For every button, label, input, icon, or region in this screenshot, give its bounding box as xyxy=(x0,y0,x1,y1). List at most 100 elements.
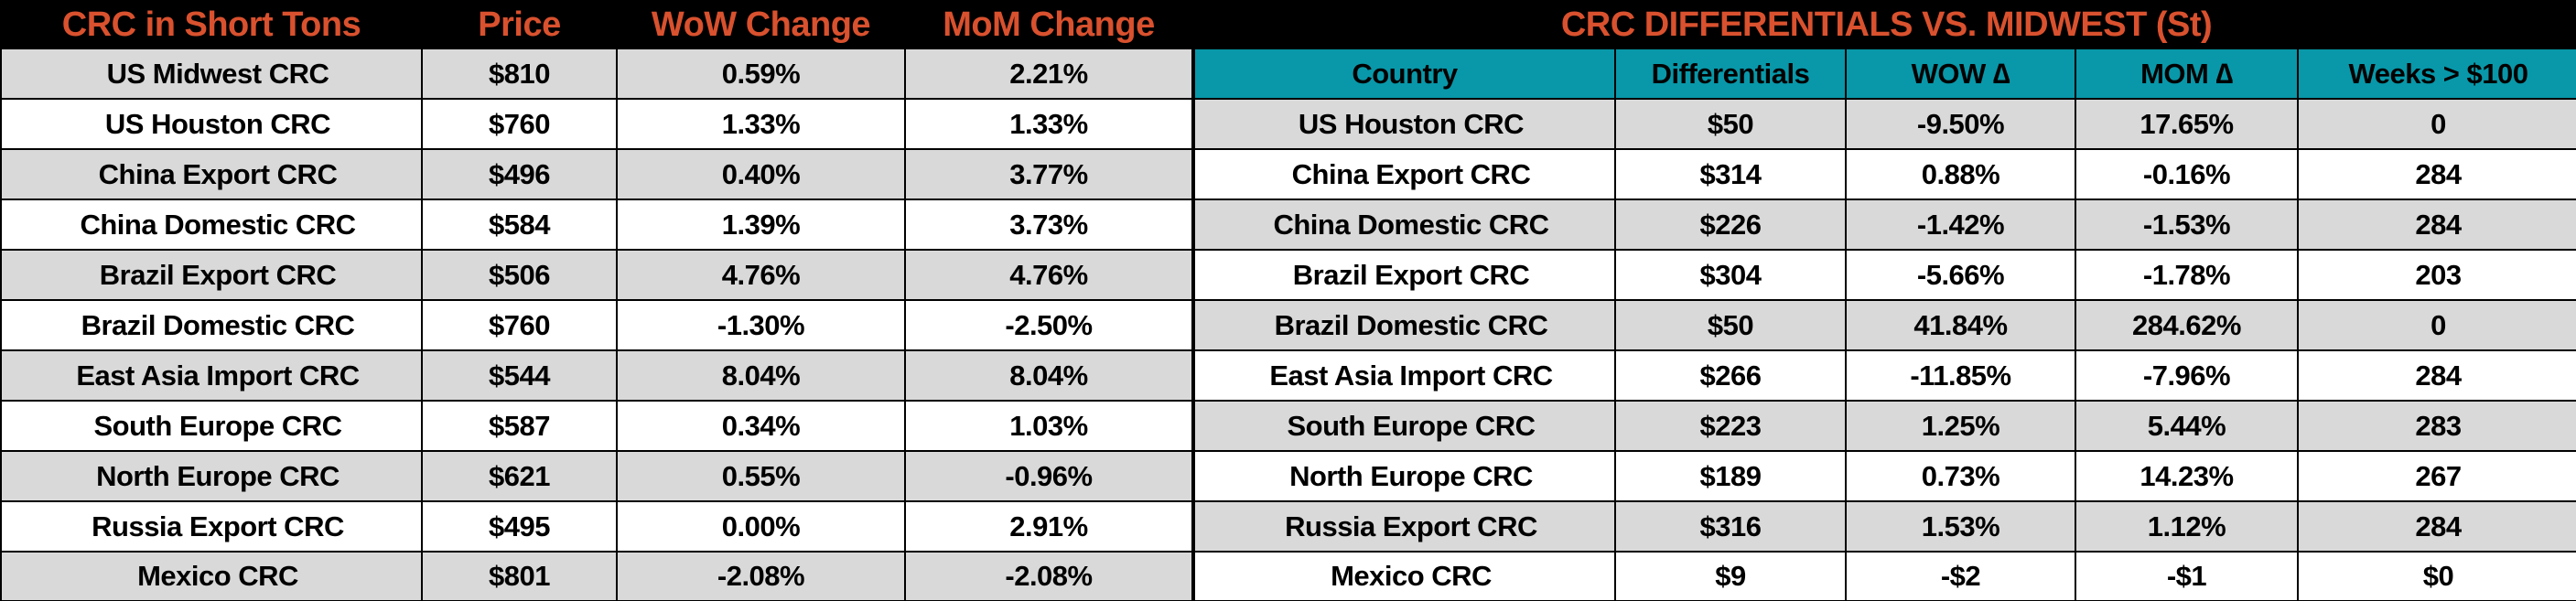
region-name-cell: East Asia Import CRC xyxy=(0,349,423,402)
mom-change-cell: 1.33% xyxy=(904,98,1193,150)
country-cell: Brazil Export CRC xyxy=(1193,249,1616,301)
column-header-mom-delta: MOM ∆ xyxy=(2075,48,2299,100)
price-cell: $495 xyxy=(421,500,618,553)
mom-change-cell: 3.77% xyxy=(904,148,1193,200)
region-name-cell: US Houston CRC xyxy=(0,98,423,150)
country-cell: East Asia Import CRC xyxy=(1193,349,1616,402)
price-cell: $810 xyxy=(421,48,618,100)
differential-cell: $226 xyxy=(1614,199,1847,251)
country-cell: Mexico CRC xyxy=(1193,551,1616,601)
table-row: China Export CRC $314 0.88% -0.16% 284 xyxy=(1193,148,2576,200)
table-row: Brazil Export CRC $506 4.76% 4.76% xyxy=(0,249,1193,301)
region-name-cell: US Midwest CRC xyxy=(0,48,423,100)
mom-change-cell: -2.08% xyxy=(904,551,1193,601)
wow-delta-cell: -11.85% xyxy=(1845,349,2076,402)
mom-delta-cell: -7.96% xyxy=(2075,349,2299,402)
weeks-cell: 0 xyxy=(2296,98,2576,150)
mom-delta-cell: 5.44% xyxy=(2075,400,2299,452)
price-cell: $496 xyxy=(421,148,618,200)
price-cell: $584 xyxy=(421,199,618,251)
mom-delta-cell: -$1 xyxy=(2075,551,2299,601)
price-cell: $621 xyxy=(421,450,618,502)
wow-change-cell: 0.40% xyxy=(616,148,906,200)
right-table-header-row: Country Differentials WOW ∆ MOM ∆ Weeks … xyxy=(1193,48,2576,100)
wow-change-cell: 0.00% xyxy=(616,500,906,553)
wow-change-cell: 0.55% xyxy=(616,450,906,502)
crc-differentials-table: CRC DIFFERENTIALS VS. MIDWEST (St) Count… xyxy=(1192,0,2576,601)
weeks-cell: 0 xyxy=(2296,299,2576,351)
mom-delta-cell: -1.53% xyxy=(2075,199,2299,251)
mom-delta-cell: -1.78% xyxy=(2075,249,2299,301)
table-row: Mexico CRC $801 -2.08% -2.08% xyxy=(0,551,1193,601)
column-header-differentials: Differentials xyxy=(1614,48,1847,100)
price-cell: $801 xyxy=(421,551,618,601)
region-name-cell: Brazil Export CRC xyxy=(0,249,423,301)
country-cell: China Export CRC xyxy=(1193,148,1616,200)
wow-change-cell: -1.30% xyxy=(616,299,906,351)
differential-cell: $316 xyxy=(1614,500,1847,553)
weeks-cell: 283 xyxy=(2296,400,2576,452)
table-row: North Europe CRC $621 0.55% -0.96% xyxy=(0,450,1193,502)
country-cell: Brazil Domestic CRC xyxy=(1193,299,1616,351)
table-row: US Houston CRC $760 1.33% 1.33% xyxy=(0,98,1193,150)
wow-delta-cell: 0.88% xyxy=(1845,148,2076,200)
weeks-cell: 203 xyxy=(2296,249,2576,301)
wow-change-cell: -2.08% xyxy=(616,551,906,601)
weeks-cell: $0 xyxy=(2296,551,2576,601)
mom-change-cell: -2.50% xyxy=(904,299,1193,351)
differential-cell: $9 xyxy=(1614,551,1847,601)
weeks-cell: 284 xyxy=(2296,349,2576,402)
mom-change-cell: 4.76% xyxy=(904,249,1193,301)
region-name-cell: Russia Export CRC xyxy=(0,500,423,553)
table-row: China Domestic CRC $226 -1.42% -1.53% 28… xyxy=(1193,199,2576,251)
wow-delta-cell: 0.73% xyxy=(1845,450,2076,502)
region-name-cell: North Europe CRC xyxy=(0,450,423,502)
differential-cell: $50 xyxy=(1614,299,1847,351)
country-cell: South Europe CRC xyxy=(1193,400,1616,452)
weeks-cell: 284 xyxy=(2296,500,2576,553)
right-table-title: CRC DIFFERENTIALS VS. MIDWEST (St) xyxy=(1192,0,2576,49)
wow-change-cell: 0.59% xyxy=(616,48,906,100)
mom-change-cell: 2.91% xyxy=(904,500,1193,553)
wow-delta-cell: -1.42% xyxy=(1845,199,2076,251)
column-header-price: Price xyxy=(421,0,618,49)
mom-change-cell: -0.96% xyxy=(904,450,1193,502)
region-name-cell: China Domestic CRC xyxy=(0,199,423,251)
price-cell: $760 xyxy=(421,299,618,351)
wow-change-cell: 1.33% xyxy=(616,98,906,150)
left-table-header-row: CRC in Short Tons Price WoW Change MoM C… xyxy=(0,0,1193,49)
table-row: China Export CRC $496 0.40% 3.77% xyxy=(0,148,1193,200)
wow-delta-cell: 1.25% xyxy=(1845,400,2076,452)
wow-delta-cell: -$2 xyxy=(1845,551,2076,601)
weeks-cell: 267 xyxy=(2296,450,2576,502)
price-cell: $760 xyxy=(421,98,618,150)
mom-delta-cell: 17.65% xyxy=(2075,98,2299,150)
column-header-weeks-over-100: Weeks > $100 xyxy=(2296,48,2576,100)
table-row: Brazil Export CRC $304 -5.66% -1.78% 203 xyxy=(1193,249,2576,301)
wow-change-cell: 0.34% xyxy=(616,400,906,452)
wow-delta-cell: -9.50% xyxy=(1845,98,2076,150)
table-row: North Europe CRC $189 0.73% 14.23% 267 xyxy=(1193,450,2576,502)
differential-cell: $50 xyxy=(1614,98,1847,150)
mom-change-cell: 2.21% xyxy=(904,48,1193,100)
mom-delta-cell: 1.12% xyxy=(2075,500,2299,553)
wow-delta-cell: 41.84% xyxy=(1845,299,2076,351)
table-row: Mexico CRC $9 -$2 -$1 $0 xyxy=(1193,551,2576,601)
column-header-wow-delta: WOW ∆ xyxy=(1845,48,2076,100)
wow-delta-cell: -5.66% xyxy=(1845,249,2076,301)
differential-cell: $223 xyxy=(1614,400,1847,452)
region-name-cell: China Export CRC xyxy=(0,148,423,200)
wow-change-cell: 1.39% xyxy=(616,199,906,251)
table-row: US Midwest CRC $810 0.59% 2.21% xyxy=(0,48,1193,100)
weeks-cell: 284 xyxy=(2296,199,2576,251)
wow-change-cell: 4.76% xyxy=(616,249,906,301)
differential-cell: $314 xyxy=(1614,148,1847,200)
mom-delta-cell: 284.62% xyxy=(2075,299,2299,351)
table-row: South Europe CRC $587 0.34% 1.03% xyxy=(0,400,1193,452)
mom-delta-cell: -0.16% xyxy=(2075,148,2299,200)
country-cell: China Domestic CRC xyxy=(1193,199,1616,251)
table-row: South Europe CRC $223 1.25% 5.44% 283 xyxy=(1193,400,2576,452)
table-row: Brazil Domestic CRC $760 -1.30% -2.50% xyxy=(0,299,1193,351)
mom-delta-cell: 14.23% xyxy=(2075,450,2299,502)
